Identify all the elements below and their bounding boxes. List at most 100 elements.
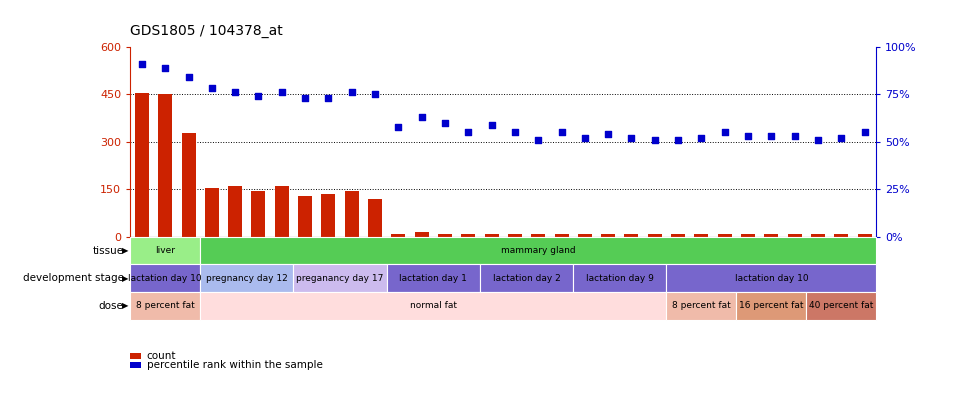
Bar bbox=[624, 234, 639, 237]
Bar bbox=[205, 188, 219, 237]
Text: 8 percent fat: 8 percent fat bbox=[672, 301, 731, 310]
Text: lactation day 10: lactation day 10 bbox=[734, 274, 808, 283]
Bar bbox=[228, 185, 242, 237]
Bar bbox=[508, 234, 522, 237]
Text: count: count bbox=[147, 352, 177, 361]
Point bbox=[157, 64, 173, 71]
Point bbox=[320, 95, 336, 101]
Text: lactation day 9: lactation day 9 bbox=[586, 274, 653, 283]
Text: 8 percent fat: 8 percent fat bbox=[136, 301, 195, 310]
Text: GDS1805 / 104378_at: GDS1805 / 104378_at bbox=[130, 24, 283, 38]
Bar bbox=[573, 264, 667, 292]
Point bbox=[671, 136, 686, 143]
Text: lactation day 10: lactation day 10 bbox=[128, 274, 202, 283]
Point bbox=[857, 129, 872, 135]
Text: dose: dose bbox=[98, 301, 124, 311]
Point bbox=[483, 122, 499, 128]
Bar bbox=[667, 264, 876, 292]
Bar bbox=[835, 234, 848, 237]
Text: ▶: ▶ bbox=[122, 246, 128, 255]
Bar bbox=[484, 234, 499, 237]
Point bbox=[811, 136, 826, 143]
Bar bbox=[321, 194, 336, 237]
Text: lactation day 1: lactation day 1 bbox=[400, 274, 467, 283]
Text: liver: liver bbox=[155, 246, 176, 255]
Text: pregnancy day 12: pregnancy day 12 bbox=[206, 274, 288, 283]
Text: development stage: development stage bbox=[22, 273, 124, 283]
Bar bbox=[695, 234, 708, 237]
Point bbox=[531, 136, 546, 143]
Bar bbox=[667, 292, 736, 320]
Bar bbox=[648, 234, 662, 237]
Bar bbox=[718, 234, 731, 237]
Point bbox=[274, 89, 290, 96]
Point bbox=[786, 133, 802, 139]
Bar bbox=[200, 264, 293, 292]
Bar bbox=[298, 196, 312, 237]
Bar bbox=[130, 292, 200, 320]
Bar bbox=[200, 292, 667, 320]
Text: 16 percent fat: 16 percent fat bbox=[739, 301, 804, 310]
Bar bbox=[438, 234, 452, 237]
Point bbox=[297, 95, 313, 101]
Point bbox=[623, 135, 639, 141]
Point bbox=[251, 93, 266, 99]
Bar bbox=[275, 186, 289, 237]
Point bbox=[508, 129, 523, 135]
Bar bbox=[293, 264, 387, 292]
Bar bbox=[858, 234, 871, 237]
Point bbox=[577, 135, 593, 141]
Bar bbox=[461, 234, 476, 237]
Bar bbox=[741, 234, 755, 237]
Point bbox=[391, 123, 406, 130]
Point bbox=[368, 91, 383, 98]
Point bbox=[414, 114, 429, 120]
Text: preganancy day 17: preganancy day 17 bbox=[296, 274, 384, 283]
Bar bbox=[578, 234, 592, 237]
Bar bbox=[787, 234, 802, 237]
Text: 40 percent fat: 40 percent fat bbox=[809, 301, 873, 310]
Text: normal fat: normal fat bbox=[410, 301, 456, 310]
Bar bbox=[480, 264, 573, 292]
Point bbox=[717, 129, 732, 135]
Text: mammary gland: mammary gland bbox=[501, 246, 575, 255]
Point bbox=[740, 133, 756, 139]
Bar bbox=[392, 234, 405, 237]
Text: ▶: ▶ bbox=[122, 301, 128, 310]
Text: percentile rank within the sample: percentile rank within the sample bbox=[147, 360, 322, 370]
Bar bbox=[368, 200, 382, 237]
Bar bbox=[345, 191, 359, 237]
Bar bbox=[807, 292, 876, 320]
Point bbox=[648, 136, 663, 143]
Point bbox=[344, 89, 359, 96]
Point bbox=[205, 85, 220, 92]
Bar bbox=[130, 264, 200, 292]
Bar bbox=[811, 234, 825, 237]
Bar bbox=[387, 264, 480, 292]
Point bbox=[763, 133, 779, 139]
Point bbox=[180, 74, 196, 80]
Bar bbox=[601, 234, 615, 237]
Point bbox=[694, 135, 709, 141]
Bar bbox=[130, 237, 200, 264]
Bar bbox=[736, 292, 807, 320]
Bar bbox=[158, 94, 172, 237]
Bar bbox=[764, 234, 779, 237]
Point bbox=[134, 60, 150, 67]
Text: tissue: tissue bbox=[93, 246, 124, 256]
Bar bbox=[252, 191, 265, 237]
Bar bbox=[135, 93, 149, 237]
Point bbox=[460, 129, 476, 135]
Point bbox=[834, 135, 849, 141]
Bar bbox=[415, 232, 428, 237]
Point bbox=[554, 129, 569, 135]
Bar bbox=[671, 234, 685, 237]
Point bbox=[600, 131, 616, 137]
Point bbox=[228, 89, 243, 96]
Bar bbox=[181, 133, 196, 237]
Text: lactation day 2: lactation day 2 bbox=[493, 274, 561, 283]
Bar bbox=[531, 234, 545, 237]
Bar bbox=[555, 234, 568, 237]
Point bbox=[437, 119, 453, 126]
Text: ▶: ▶ bbox=[122, 274, 128, 283]
